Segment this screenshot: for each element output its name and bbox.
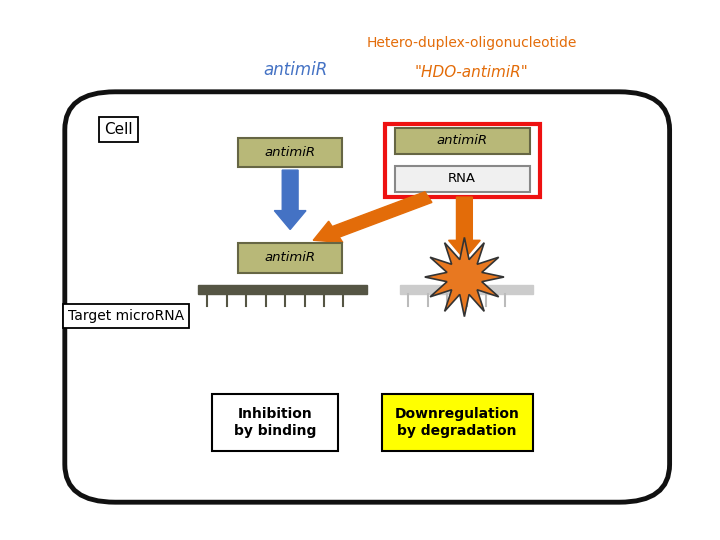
FancyBboxPatch shape <box>382 394 533 451</box>
Text: Cell: Cell <box>104 122 133 137</box>
FancyBboxPatch shape <box>238 138 342 167</box>
Text: Target microRNA: Target microRNA <box>68 309 184 323</box>
Text: antimiR: antimiR <box>264 251 315 265</box>
Text: antimiR: antimiR <box>264 146 315 159</box>
FancyBboxPatch shape <box>238 243 342 273</box>
FancyArrow shape <box>449 197 480 259</box>
Text: "HDO-antimiR": "HDO-antimiR" <box>415 65 528 80</box>
FancyBboxPatch shape <box>395 166 530 192</box>
Text: Hetero-duplex-oligonucleotide: Hetero-duplex-oligonucleotide <box>366 36 577 50</box>
Text: antimiR: antimiR <box>436 134 488 147</box>
FancyBboxPatch shape <box>212 394 338 451</box>
FancyBboxPatch shape <box>65 92 670 502</box>
FancyBboxPatch shape <box>385 124 540 197</box>
FancyArrow shape <box>274 170 306 230</box>
FancyArrow shape <box>313 192 432 242</box>
Bar <box>400 285 533 294</box>
Text: antimiR: antimiR <box>263 61 328 79</box>
FancyBboxPatch shape <box>395 128 530 154</box>
Polygon shape <box>425 238 504 316</box>
Text: RNA: RNA <box>449 172 476 185</box>
Bar <box>198 285 367 294</box>
Text: Downregulation
by degradation: Downregulation by degradation <box>395 408 520 437</box>
Text: Inhibition
by binding: Inhibition by binding <box>234 408 317 437</box>
